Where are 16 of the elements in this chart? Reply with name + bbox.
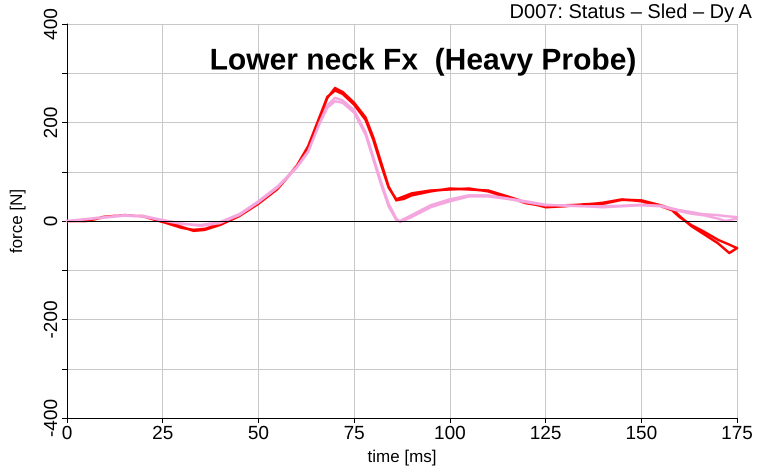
y-tick-label: 200 (41, 106, 62, 138)
y-tick-label: -200 (41, 300, 62, 339)
x-axis-title: time [ms] (368, 447, 436, 466)
y-axis-title: force [N] (7, 188, 26, 254)
x-tick-label: 175 (721, 423, 753, 444)
y-tick-label: 400 (41, 8, 62, 40)
x-tick-label: 100 (434, 423, 466, 444)
x-tick-label: 150 (625, 423, 658, 444)
y-tick-label: -400 (41, 398, 62, 438)
y-tick-label: 0 (41, 216, 62, 226)
text: Lower neck Fx (Heavy Probe) (210, 44, 636, 76)
x-tick-label: 25 (152, 423, 174, 444)
x-tick-label: 75 (344, 423, 365, 444)
x-tick-label: 50 (248, 423, 269, 444)
text: D007: Status – Sled – Dy A (510, 1, 753, 23)
x-tick-label: 125 (530, 423, 562, 444)
